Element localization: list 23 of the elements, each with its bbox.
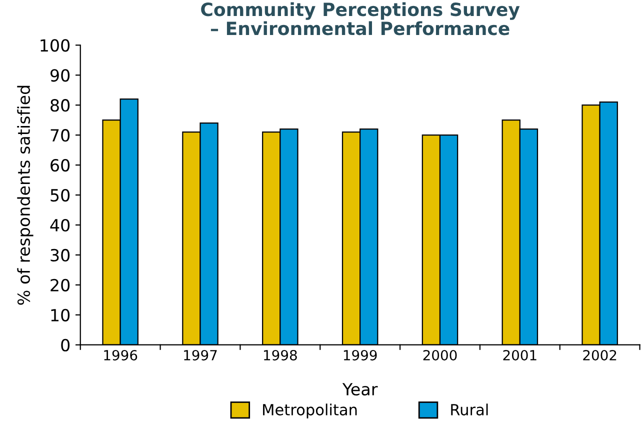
x-tick-label: 1999: [344, 350, 377, 360]
x-tick-label: 2001: [503, 350, 536, 360]
legend-label: Rural: [451, 404, 488, 416]
y-tick-label: 20: [50, 278, 70, 292]
x-tick-label: 1998: [264, 350, 297, 360]
y-tick-label: 0: [61, 338, 70, 352]
y-tick-label: 80: [50, 99, 70, 112]
x-tick-label: 2002: [583, 350, 616, 360]
y-tick-label: 10: [51, 308, 70, 322]
y-tick-label: 30: [50, 248, 70, 262]
legend-label: Metropolitan: [263, 404, 357, 418]
x-tick-label: 1997: [184, 350, 217, 360]
y-tick-label: 50: [50, 188, 70, 202]
chart-title: Community Perceptions Survey – Environmental Performance: [201, 2, 520, 36]
x-tick-label: 1996: [104, 350, 138, 360]
y-tick-label: 40: [50, 218, 70, 232]
y-tick-label: 90: [50, 69, 70, 82]
y-tick-label: 100: [40, 39, 70, 52]
y-tick-label: 60: [50, 158, 70, 172]
x-tick-label: 2000: [423, 350, 457, 360]
y-axis-title: % of respondents satisfied: [17, 86, 34, 305]
x-axis-title: Year: [342, 383, 378, 396]
y-tick-label: 70: [50, 129, 70, 142]
